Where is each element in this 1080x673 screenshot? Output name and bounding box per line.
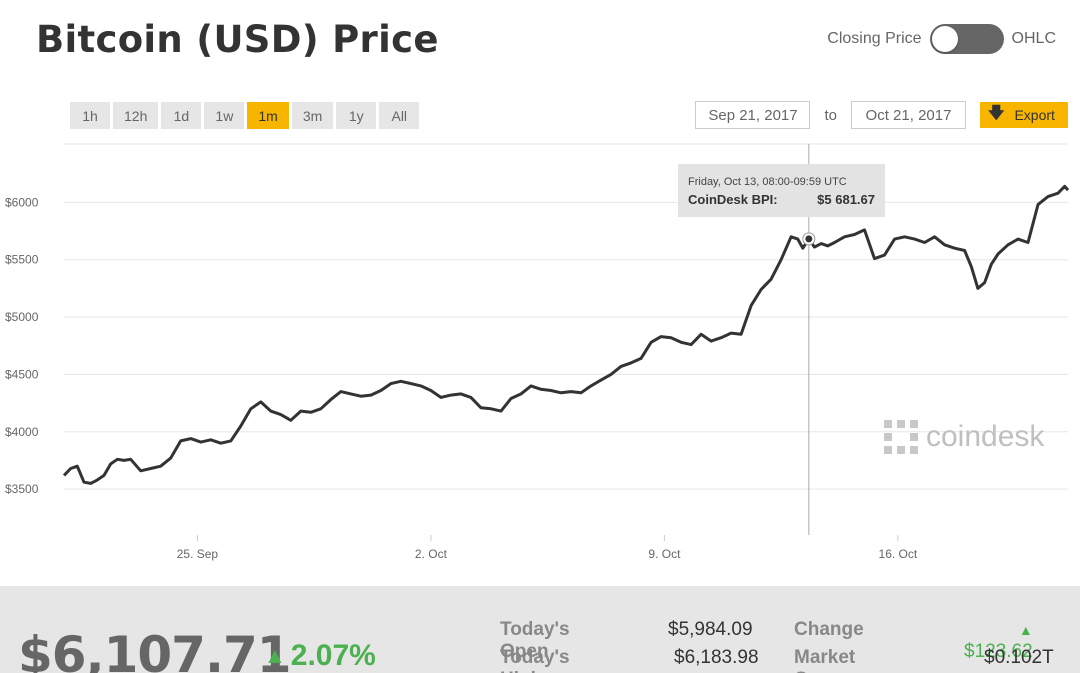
highlight-point [805, 235, 813, 243]
range-1m-button[interactable]: 1m [247, 102, 289, 129]
toggle-knob[interactable] [931, 26, 958, 52]
change-value-group: ▲ $123.62 [964, 619, 1033, 663]
change-value: $123.62 [964, 641, 1033, 662]
range-1w-button[interactable]: 1w [204, 102, 245, 129]
date-to-label: to [824, 106, 837, 124]
y-tick-label: $4000 [5, 425, 39, 439]
market-cap-label: Market Cap [794, 647, 856, 673]
y-tick-label: $5000 [5, 310, 39, 324]
download-arrow-icon: 🡇 [988, 104, 1005, 122]
price-mode-toggle[interactable] [929, 24, 1004, 54]
price-chart[interactable]: $3500 $4000 $4500 $5000 $5500 $6000 25. Sep 2. … [0, 140, 1080, 570]
todays-open-value: $5,984.09 [668, 619, 753, 640]
watermark-text: coindesk [926, 420, 1045, 453]
closing-price-label: Closing Price [827, 30, 922, 47]
y-tick-label: $4500 [5, 367, 39, 381]
current-price: $6,107.71 [18, 626, 292, 673]
date-to-input[interactable]: Oct 21, 2017 [851, 101, 966, 129]
range-3m-button[interactable]: 3m [291, 102, 334, 129]
x-tick-label: 16. Oct [879, 547, 918, 561]
change-percent-value: 2.07% [290, 639, 376, 672]
chart-tooltip: Friday, Oct 13, 08:00-09:59 UTC CoinDesk… [678, 164, 885, 217]
ohlc-label: OHLC [1011, 30, 1056, 47]
tooltip-label: CoinDesk BPI: [688, 192, 778, 207]
range-1h-button[interactable]: 1h [70, 102, 110, 129]
range-1y-button[interactable]: 1y [336, 102, 377, 129]
up-triangle-icon: ▲ [264, 643, 286, 668]
export-label: Export [1014, 107, 1055, 123]
page-title: Bitcoin (USD) Price [36, 18, 439, 61]
change-percent: ▲ 2.07% [264, 639, 376, 673]
y-tick-label: $5500 [5, 253, 39, 267]
price-line [62, 184, 1070, 485]
todays-high-label: Today's High [500, 647, 570, 673]
todays-open-label: Today's Open [500, 619, 570, 662]
y-tick-label: $3500 [5, 482, 39, 496]
todays-high-value: $6,183.98 [674, 647, 759, 668]
range-1d-button[interactable]: 1d [161, 102, 202, 129]
export-button[interactable]: 🡇 Export [980, 102, 1068, 128]
range-12h-button[interactable]: 12h [113, 102, 159, 129]
coindesk-logo-icon [884, 420, 918, 454]
x-tick-label: 9. Oct [648, 547, 681, 561]
range-selector: 1h 12h 1d 1w 1m 3m 1y All [70, 102, 420, 129]
date-range: Sep 21, 2017 to Oct 21, 2017 🡇 Export [695, 101, 1068, 129]
coindesk-watermark: coindesk [884, 420, 1044, 454]
up-triangle-icon: ▲ [1018, 622, 1033, 638]
price-mode-toggle-group: Closing Price OHLC [827, 24, 1056, 54]
tooltip-date: Friday, Oct 13, 08:00-09:59 UTC [688, 176, 847, 188]
x-tick-label: 2. Oct [415, 547, 448, 561]
tooltip-value: $5 681.67 [817, 192, 875, 207]
y-tick-label: $6000 [5, 195, 39, 209]
summary-panel: $6,107.71 ▲ 2.07% Today's Open $5,984.09… [0, 586, 1080, 673]
range-all-button[interactable]: All [379, 102, 420, 129]
date-from-input[interactable]: Sep 21, 2017 [695, 101, 811, 129]
market-cap-value: $0.102T [984, 647, 1054, 668]
x-tick-label: 25. Sep [177, 547, 219, 561]
change-label: Change [794, 619, 864, 640]
